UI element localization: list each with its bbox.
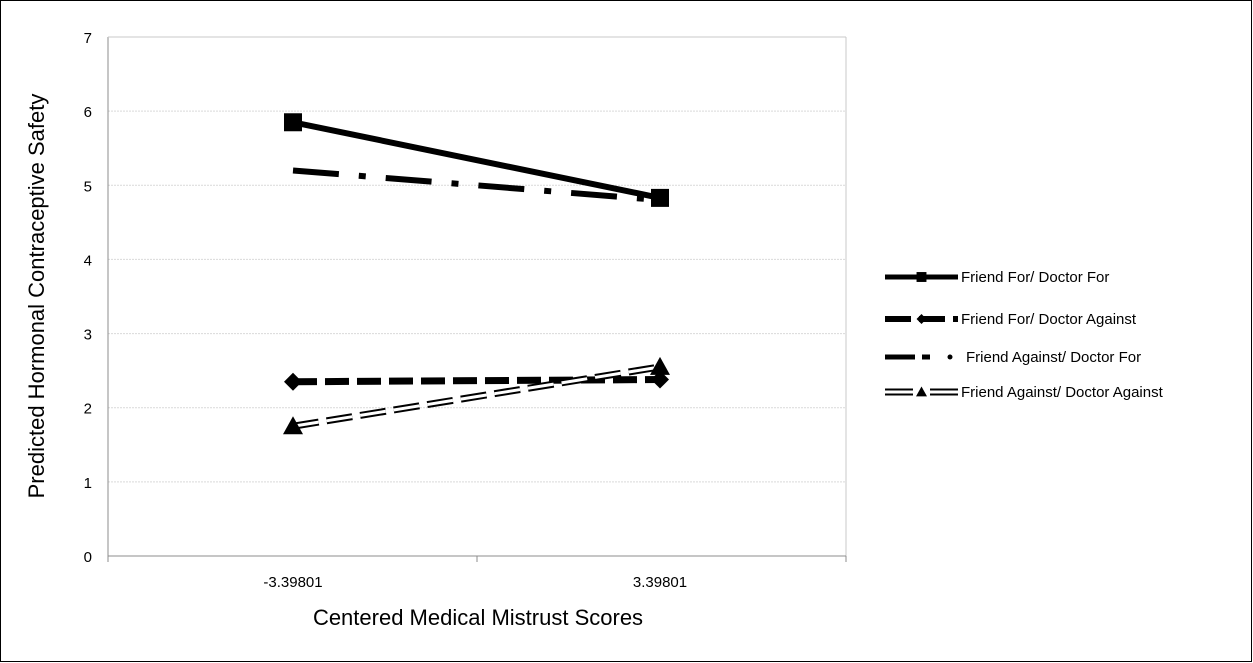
- legend-marker-1: [916, 314, 927, 324]
- x-tick-label-0: -3.39801: [263, 574, 322, 591]
- series-3-line-inner: [292, 365, 661, 428]
- series-2-line: [292, 167, 661, 204]
- legend-label-1: Friend For/ Doctor Against: [961, 311, 1137, 328]
- series-0-point-0: [284, 113, 302, 132]
- y-tick-label-5: 5: [84, 178, 92, 195]
- legend-item-2: Friend Against/ Doctor For: [885, 349, 1141, 366]
- series-3-point-1: [650, 356, 670, 375]
- series-layer: [283, 113, 670, 435]
- series-1-point-1: [651, 370, 669, 389]
- series-0-line: [292, 119, 661, 201]
- axis-layer: 0 1 2 3 4 5 6 7 -3.39801 3.39801: [84, 30, 847, 591]
- series-3-point-0: [283, 416, 303, 435]
- grid-layer: [108, 36, 846, 483]
- legend-marker-0: [916, 272, 927, 282]
- y-tick-label-1: 1: [84, 475, 92, 492]
- legend-item-1: Friend For/ Doctor Against: [885, 311, 1137, 328]
- legend-label-0: Friend For/ Doctor For: [961, 269, 1109, 286]
- legend-label-2: Friend Against/ Doctor For: [966, 349, 1141, 366]
- series-1-point-0: [284, 372, 302, 391]
- legend-label-3: Friend Against/ Doctor Against: [961, 384, 1164, 401]
- series-1-line: [292, 376, 661, 386]
- series-3: [283, 356, 670, 435]
- series-0: [284, 113, 669, 207]
- x-axis-title: Centered Medical Mistrust Scores: [313, 605, 643, 630]
- y-tick-label-2: 2: [84, 401, 92, 418]
- legend-swatch-dot-2: [947, 354, 953, 360]
- series-2: [292, 167, 661, 204]
- y-tick-label-0: 0: [84, 549, 92, 566]
- y-tick-label-4: 4: [84, 252, 92, 269]
- y-tick-label-6: 6: [84, 104, 92, 121]
- legend-item-3: Friend Against/ Doctor Against: [885, 384, 1164, 401]
- y-axis-title: Predicted Hormonal Contraceptive Safety: [24, 94, 49, 499]
- y-tick-label-3: 3: [84, 327, 92, 344]
- series-0-point-1: [651, 188, 669, 207]
- x-tick-label-1: 3.39801: [633, 574, 687, 591]
- y-tick-label-7: 7: [84, 30, 92, 47]
- legend-marker-3: [916, 386, 927, 397]
- legend-layer: Friend For/ Doctor For Friend For/ Doctor…: [885, 269, 1164, 401]
- legend-item-0: Friend For/ Doctor For: [885, 269, 1109, 286]
